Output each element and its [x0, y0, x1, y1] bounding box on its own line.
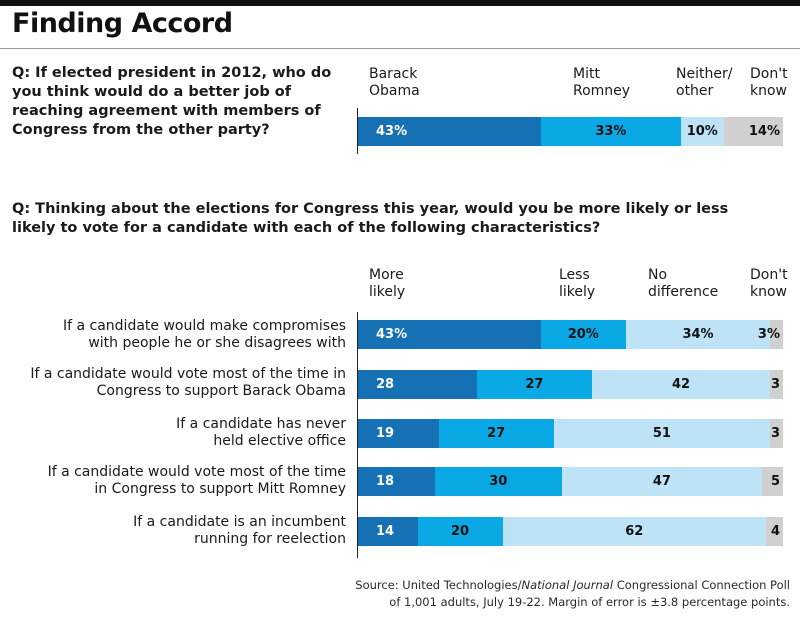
data-label: 3% [757, 327, 780, 342]
data-label: 20 [450, 524, 470, 539]
data-label: 34% [682, 327, 714, 342]
data-label: 42 [671, 377, 691, 392]
bar-segment-seg-second: 30 [434, 467, 562, 496]
bar-segment-seg-fourth: 3 [770, 419, 783, 448]
header-barack-obama: Barack Obama [369, 66, 420, 99]
bar-segment-seg-first: 18 [358, 467, 435, 496]
row-label: If a candidate would vote most of the ti… [30, 366, 346, 399]
bar-segment-seg-second: 20 [417, 517, 503, 546]
data-label: 43% [376, 124, 408, 139]
data-label: 27 [487, 426, 506, 441]
header-dont-know-q1: Don't know [750, 66, 788, 99]
bar-segment-seg-second: 20% [540, 320, 626, 349]
header-more-likely: More likely [369, 267, 406, 300]
bar-segment-seg-fourth: 5 [761, 467, 783, 496]
bar-segment-seg-second: 27 [477, 370, 592, 399]
q2-axis-line [357, 312, 358, 558]
source-detail: of 1,001 adults, July 19-22. Margin of e… [389, 595, 790, 609]
title-divider [0, 48, 800, 49]
source-prefix: Source: United Technologies/ [355, 578, 522, 592]
row-label: If a candidate has never held elective o… [176, 416, 346, 449]
bar-segment-seg-third: 42 [591, 370, 771, 399]
header-less-likely: Less likely [559, 267, 596, 300]
header-no-difference: No difference [648, 267, 719, 300]
header-dont-know-q2: Don't know [750, 267, 788, 300]
bar-segment-seg-first: 14 [358, 517, 418, 546]
data-label: 33% [595, 124, 627, 139]
row-label: If a candidate would make compromises wi… [62, 318, 346, 351]
bar-segment-seg-fourth: 14% [723, 117, 783, 146]
question-1: Q: If elected president in 2012, who do … [12, 65, 332, 138]
row-label: If a candidate would vote most of the ti… [47, 464, 346, 497]
bar-segment-seg-third: 51 [553, 419, 771, 448]
row-label: If a candidate is an incumbent running f… [133, 514, 346, 547]
bar-segment-seg-second: 33% [540, 117, 681, 146]
data-label: 28 [376, 377, 395, 392]
bar-segment-seg-first: 19 [358, 419, 439, 448]
bar-segment-seg-second: 27 [438, 419, 554, 448]
bar-segment-seg-first: 43% [358, 117, 541, 146]
data-label: 51 [652, 426, 671, 441]
data-label: 14% [748, 124, 780, 139]
data-label: 5 [770, 474, 780, 489]
bar-segment-seg-third: 47 [562, 467, 762, 496]
source-suffix: Congressional Connection Poll [613, 578, 790, 592]
data-label: 18 [376, 474, 395, 489]
data-label: 14 [376, 524, 395, 539]
data-label: 47 [652, 474, 671, 489]
data-label: 27 [525, 377, 544, 392]
bar-segment-seg-fourth: 4 [766, 517, 783, 546]
header-mitt-romney: Mitt Romney [573, 66, 631, 99]
chart-title: Finding Accord [12, 8, 233, 39]
bar-segment-seg-third: 34% [625, 320, 771, 349]
source-note: Source: United Technologies/National Jou… [355, 577, 790, 611]
data-label: 20% [567, 327, 599, 342]
source-publication: National Journal [521, 578, 614, 592]
bar-segment-seg-first: 43% [358, 320, 541, 349]
data-label: 3 [770, 377, 780, 392]
bar-segment-seg-third: 10% [681, 117, 724, 146]
question-2: Q: Thinking about the elections for Cong… [12, 201, 729, 236]
data-label: 3 [770, 426, 780, 441]
header-neither-other: Neither/ other [676, 66, 733, 99]
q1-axis-line [357, 108, 358, 154]
bar-segment-seg-third: 62 [502, 517, 766, 546]
bar-segment-seg-fourth: 3% [758, 320, 783, 349]
bar-segment-seg-first: 28 [358, 370, 477, 399]
data-label: 43% [376, 327, 408, 342]
data-label: 10% [686, 124, 718, 139]
data-label: 30 [489, 474, 508, 489]
top-rule [0, 0, 800, 6]
data-label: 62 [625, 524, 644, 539]
data-label: 19 [376, 426, 395, 441]
data-label: 4 [770, 524, 780, 539]
bar-segment-seg-fourth: 3 [770, 370, 783, 399]
